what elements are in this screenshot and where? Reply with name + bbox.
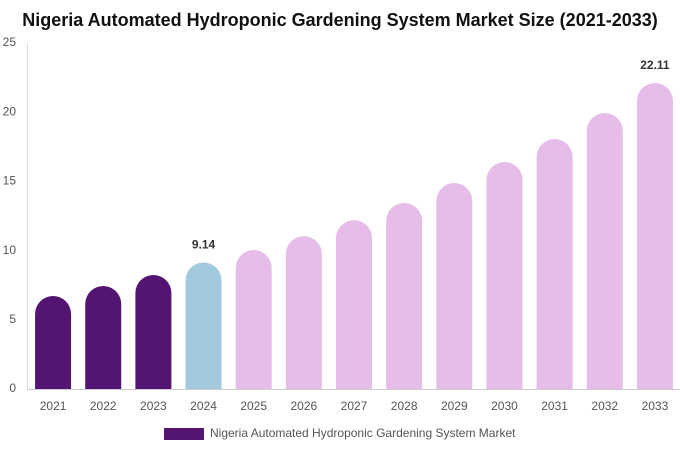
bar [636,82,673,390]
x-tick-label: 2028 [391,399,418,413]
bar [85,286,122,389]
data-label: 22.11 [640,58,670,72]
x-tick-label: 2027 [341,399,368,413]
x-tick-label: 2031 [541,399,568,413]
data-label: 9.14 [192,238,216,252]
y-tick-label: 15 [3,174,17,188]
x-tick-label: 2029 [441,399,468,413]
bar [536,139,573,389]
bar [386,202,423,389]
bar [336,220,372,389]
bar [135,274,172,389]
x-tick-label: 2024 [190,399,217,413]
y-tick-label: 20 [3,104,17,118]
y-tick-label: 10 [3,243,17,257]
x-tick-label: 2023 [140,399,167,413]
x-tick-label: 2025 [240,399,267,413]
bar [486,162,523,389]
bar [285,236,322,389]
bar [35,296,72,389]
bar [235,250,272,389]
y-tick-label: 5 [9,312,16,326]
x-tick-label: 2026 [290,399,317,413]
y-tick-label: 0 [9,381,16,395]
chart-title: Nigeria Automated Hydroponic Gardening S… [22,10,658,30]
x-tick-label: 2022 [90,399,117,413]
legend-label: Nigeria Automated Hydroponic Gardening S… [210,426,516,440]
x-tick-label: 2021 [40,399,67,413]
bar [185,262,222,389]
bar [436,183,473,389]
bar [586,113,623,389]
x-tick-label: 2030 [491,399,518,413]
x-tick-label: 2033 [642,399,669,413]
legend-swatch [164,428,204,440]
y-tick-label: 25 [3,35,17,49]
x-tick-label: 2032 [591,399,618,413]
